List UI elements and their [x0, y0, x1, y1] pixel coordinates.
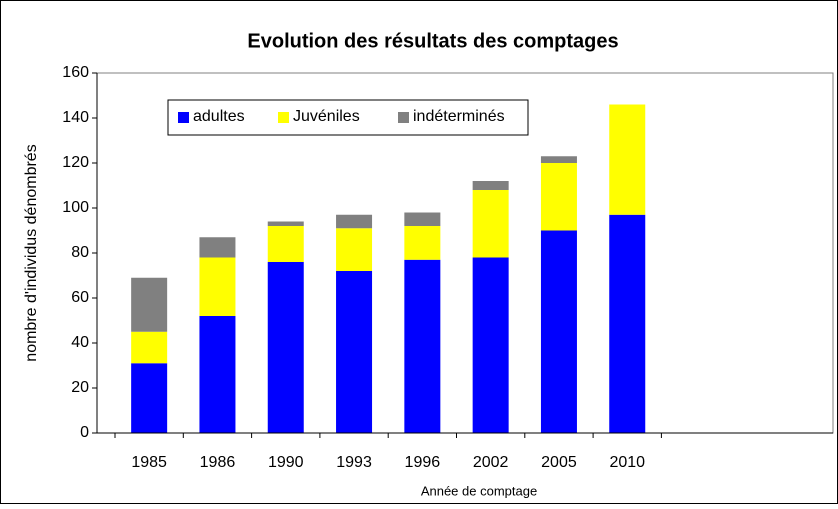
bar-segment	[131, 363, 168, 433]
bar-segment	[404, 212, 441, 226]
bar-segment	[267, 226, 304, 262]
bar-segment	[540, 156, 577, 163]
bar-segment	[336, 214, 373, 229]
x-tick-label: 2010	[609, 454, 645, 471]
bar-segment	[131, 331, 168, 364]
bar-segment	[540, 230, 577, 433]
chart-title: Evolution des résultats des comptages	[247, 30, 618, 52]
x-tick-label: 1990	[268, 454, 304, 471]
bar-segment	[404, 226, 441, 260]
x-tick-label: 2005	[541, 454, 577, 471]
bar-segment	[336, 228, 373, 271]
y-tick-label: 140	[62, 109, 89, 126]
bar-segment	[472, 181, 509, 190]
y-tick-label: 40	[71, 334, 89, 351]
y-tick-label: 100	[62, 199, 89, 216]
x-tick-label: 1985	[131, 454, 167, 471]
bar-segment	[267, 221, 304, 226]
y-tick-label: 160	[62, 64, 89, 81]
y-tick-label: 120	[62, 154, 89, 171]
bar-segment	[199, 257, 236, 316]
bar-segment	[199, 316, 236, 433]
bar-segment	[199, 237, 236, 258]
y-tick-label: 60	[71, 289, 89, 306]
bar-segment	[540, 163, 577, 231]
x-tick-label: 1986	[200, 454, 236, 471]
bar-segment	[609, 104, 646, 215]
bar-segment	[472, 257, 509, 433]
legend-label: Juvéniles	[293, 108, 360, 125]
y-tick-label: 20	[71, 379, 89, 396]
legend-box	[167, 99, 529, 136]
legend-swatch	[398, 112, 409, 123]
x-tick-label: 2002	[473, 454, 509, 471]
legend-label: adultes	[193, 108, 245, 125]
legend-swatch	[278, 112, 289, 123]
bar-segment	[131, 277, 168, 332]
bar-segment	[267, 262, 304, 433]
y-tick-label: 0	[80, 424, 89, 441]
x-tick-label: 1993	[336, 454, 372, 471]
x-axis-label: Année de comptage	[421, 483, 537, 498]
bar-segment	[404, 259, 441, 433]
bar-segment	[472, 190, 509, 258]
y-tick-label: 80	[71, 244, 89, 261]
legend-label: indéterminés	[413, 108, 505, 125]
bar-segment	[336, 271, 373, 433]
y-axis-label: nombre d'individus dénombrés	[23, 144, 40, 361]
x-tick-label: 1996	[405, 454, 441, 471]
bar-segment	[609, 214, 646, 433]
legend-swatch	[178, 112, 189, 123]
